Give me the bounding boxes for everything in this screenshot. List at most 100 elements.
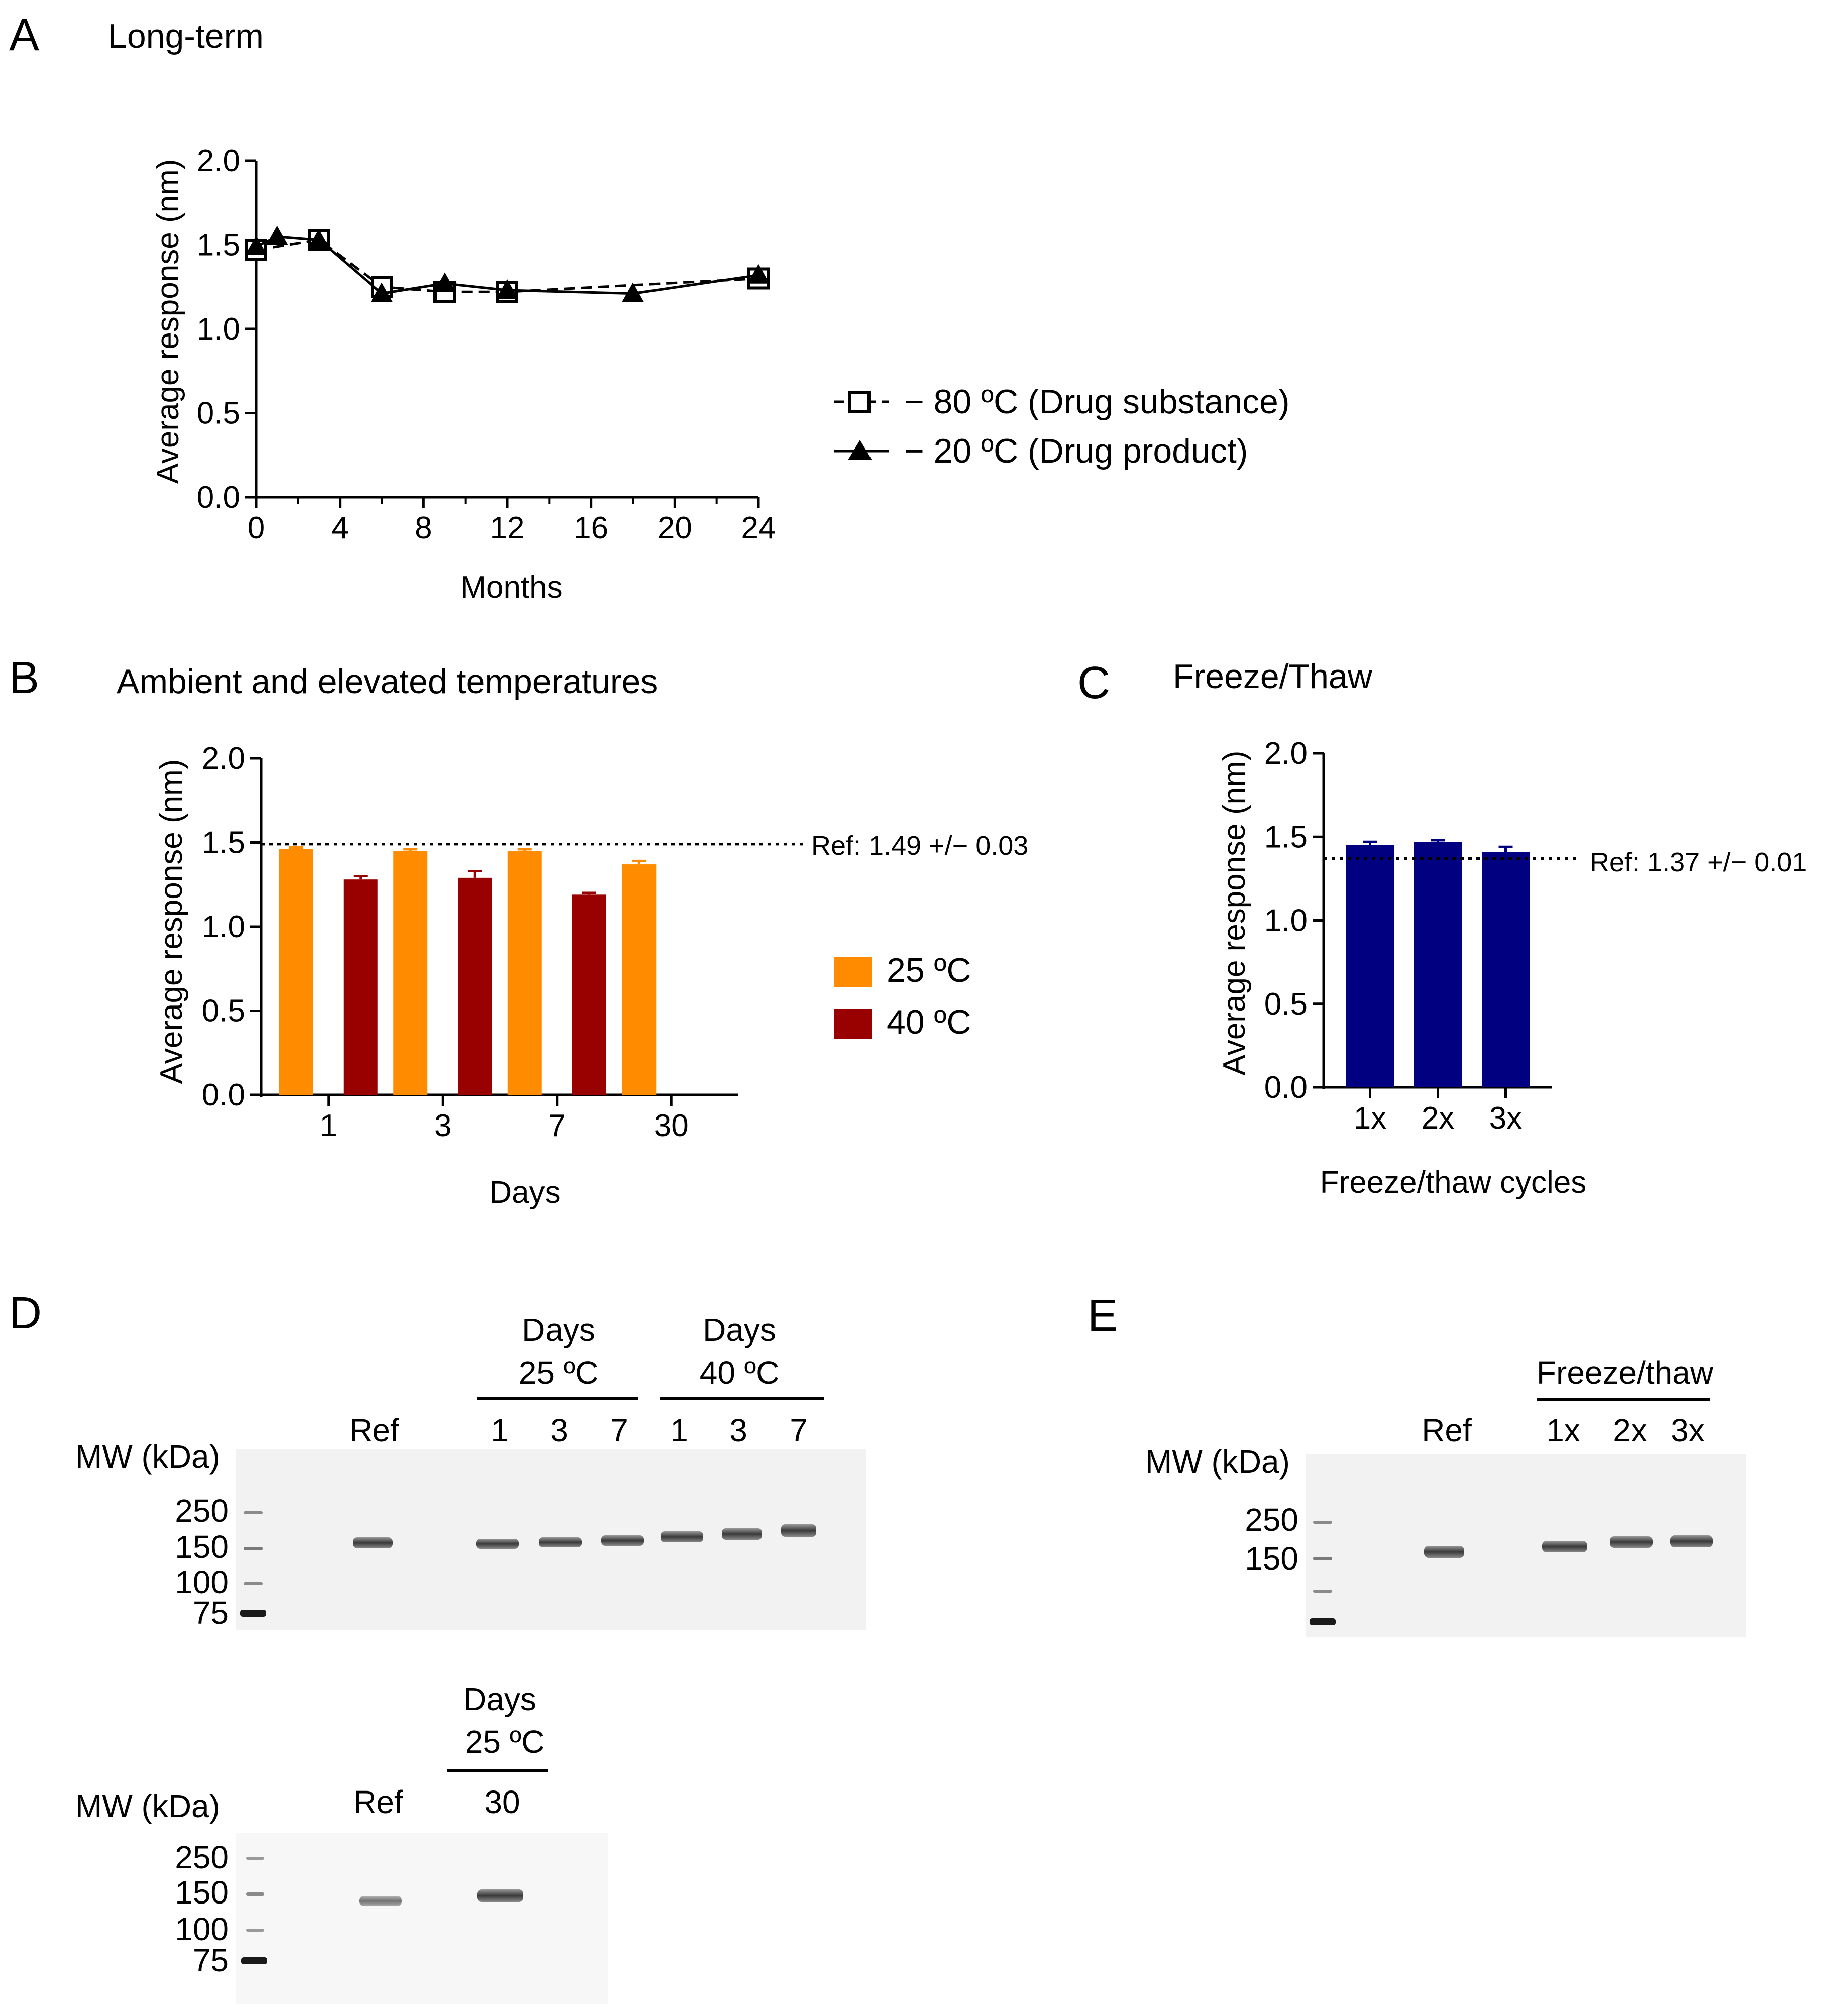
panel-a-y-label: Average response (nm) — [151, 159, 185, 484]
e-lane-1x: 1x — [1546, 1412, 1580, 1448]
lower-lane-ref: Ref — [353, 1784, 403, 1820]
legend-40c-label: 40 ºC — [887, 1003, 971, 1041]
bands-e — [1424, 1535, 1713, 1558]
b-bar — [279, 849, 313, 1095]
bands-d-lower — [359, 1889, 523, 1906]
panel-b-plot: 0.0 0.5 1.0 1.5 2.0 1 3 7 30 — [202, 741, 804, 1143]
a-x-tick-label: 4 — [331, 511, 348, 545]
lower-marker-75: 75 — [193, 1942, 229, 1978]
panel-b: B Ambient and elevated temperatures 0.00… — [9, 653, 1028, 1210]
lower-mw-label: MW (kDa) — [75, 1788, 220, 1824]
panel-a: A Long-term 0.0 0.5 1.0 1.5 2.0 0 4 8 12 16 20 24 A… — [9, 10, 1290, 605]
a-point-triangle — [371, 282, 393, 302]
group2-temp: 40 ºC — [700, 1355, 780, 1391]
c-y-tick-label: 0.5 — [1264, 987, 1308, 1022]
lower-marker-150: 150 — [175, 1874, 229, 1911]
panel-a-title: Long-term — [108, 17, 264, 55]
a-point-triangle — [433, 272, 456, 292]
e-marker-150: 150 — [1245, 1540, 1298, 1577]
e-mw-label: MW (kDa) — [1145, 1443, 1290, 1480]
legend-25c-label: 25 ºC — [887, 951, 971, 989]
marker-75: 75 — [193, 1595, 229, 1631]
b-bar — [343, 879, 378, 1095]
legend-series-2: − 20 ºC (Drug product) — [904, 432, 1248, 470]
b-bar — [507, 851, 542, 1095]
panel-a-plot: 0.0 0.5 1.0 1.5 2.0 0 4 8 12 16 20 24 — [197, 144, 776, 545]
c-bar — [1414, 842, 1462, 1087]
a-point-triangle — [622, 282, 644, 302]
a-x-tick-label: 0 — [248, 511, 265, 545]
a-x-tick-label: 8 — [415, 511, 432, 545]
a-point-triangle — [245, 235, 267, 255]
b-x-tick-label: 1 — [320, 1108, 337, 1143]
b-x-tick-label: 7 — [549, 1108, 566, 1143]
lower-marker-100: 100 — [175, 1911, 229, 1947]
b-y-tick-label: 2.0 — [202, 741, 245, 776]
a-x-tick-label: 16 — [574, 511, 608, 545]
legend-40c-swatch — [834, 1009, 872, 1039]
panel-d: D Days 25 ºC Days 40 ºC Ref 1 3 7 1 3 7 … — [9, 1288, 866, 2004]
c-x-tick-label: 3x — [1489, 1101, 1522, 1136]
marker-150: 150 — [175, 1529, 229, 1565]
c-y-tick-label: 1.0 — [1264, 904, 1308, 938]
panel-b-x-label: Days — [489, 1175, 560, 1210]
group1-title: Days — [522, 1312, 595, 1348]
a-y-tick-label: 0.5 — [197, 396, 240, 431]
panel-c-title: Freeze/Thaw — [1173, 657, 1373, 696]
b-y-tick-label: 1.5 — [202, 826, 245, 860]
panel-c: C Freeze/Thaw 0.0 0.5 1.0 1.5 2.0 1x 2x 3x Aver… — [1077, 657, 1807, 1200]
a-series-line-1 — [255, 235, 759, 295]
a-y-tick-label: 1.5 — [197, 228, 240, 263]
a-point-triangle — [496, 279, 518, 299]
b-y-tick-label: 0.5 — [202, 994, 245, 1029]
panel-b-letter: B — [9, 653, 39, 703]
panel-e-letter: E — [1088, 1291, 1118, 1341]
panel-c-ref-label: Ref: 1.37 +/− 0.01 — [1590, 847, 1807, 877]
legend-filled-triangle-marker — [848, 440, 872, 460]
legend-series-1: − 80 ºC (Drug substance) — [904, 383, 1290, 421]
lane-ref: Ref — [349, 1412, 399, 1448]
e-group-title: Freeze/thaw — [1537, 1355, 1714, 1391]
lane-25c-day7: 7 — [610, 1412, 628, 1448]
b-bar — [458, 877, 492, 1095]
e-marker-250: 250 — [1245, 1502, 1298, 1538]
panel-c-y-label: Average response (nm) — [1217, 751, 1252, 1076]
bands-d — [353, 1524, 816, 1549]
ladder-d-lower — [241, 1857, 267, 1964]
panel-c-plot: 0.0 0.5 1.0 1.5 2.0 1x 2x 3x — [1264, 736, 1577, 1136]
ladder-e — [1310, 1521, 1336, 1625]
lower-group-temp: 25 ºC — [465, 1724, 545, 1760]
e-lane-ref: Ref — [1422, 1412, 1472, 1448]
lower-group-title: Days — [463, 1681, 536, 1717]
legend-open-square-marker — [848, 391, 871, 413]
panel-e: E Freeze/thaw Ref 1x 2x 3x MW (kDa) 250 … — [1088, 1291, 1746, 1637]
c-y-tick-label: 1.5 — [1264, 820, 1308, 854]
lane-40c-day1: 1 — [670, 1412, 688, 1448]
mw-label: MW (kDa) — [75, 1438, 220, 1475]
gel-image-d-lower — [236, 1833, 608, 2004]
panel-c-x-label: Freeze/thaw cycles — [1320, 1165, 1587, 1200]
a-y-tick-label: 1.0 — [197, 312, 240, 347]
panel-d-letter: D — [9, 1288, 42, 1338]
panel-a-letter: A — [9, 10, 39, 60]
panel-c-letter: C — [1077, 658, 1110, 708]
group1-temp: 25 ºC — [519, 1355, 599, 1391]
a-y-tick-label: 2.0 — [197, 144, 240, 178]
b-y-tick-label: 1.0 — [202, 910, 245, 944]
a-point-triangle — [308, 229, 330, 249]
a-x-tick-label: 20 — [658, 511, 692, 545]
a-point-triangle — [747, 264, 770, 284]
lower-lane-day30: 30 — [484, 1784, 520, 1820]
e-lane-2x: 2x — [1613, 1412, 1647, 1448]
panel-b-title: Ambient and elevated temperatures — [117, 662, 658, 701]
lower-marker-250: 250 — [175, 1839, 229, 1875]
c-y-tick-label: 2.0 — [1264, 736, 1308, 771]
b-x-tick-label: 30 — [654, 1108, 689, 1143]
lane-40c-day7: 7 — [790, 1412, 808, 1448]
a-x-tick-label: 24 — [741, 511, 776, 545]
c-bar — [1346, 845, 1394, 1087]
ladder-d — [240, 1511, 266, 1617]
panel-b-legend: 25 ºC 40 ºC — [834, 951, 971, 1041]
c-x-tick-label: 1x — [1354, 1101, 1386, 1136]
